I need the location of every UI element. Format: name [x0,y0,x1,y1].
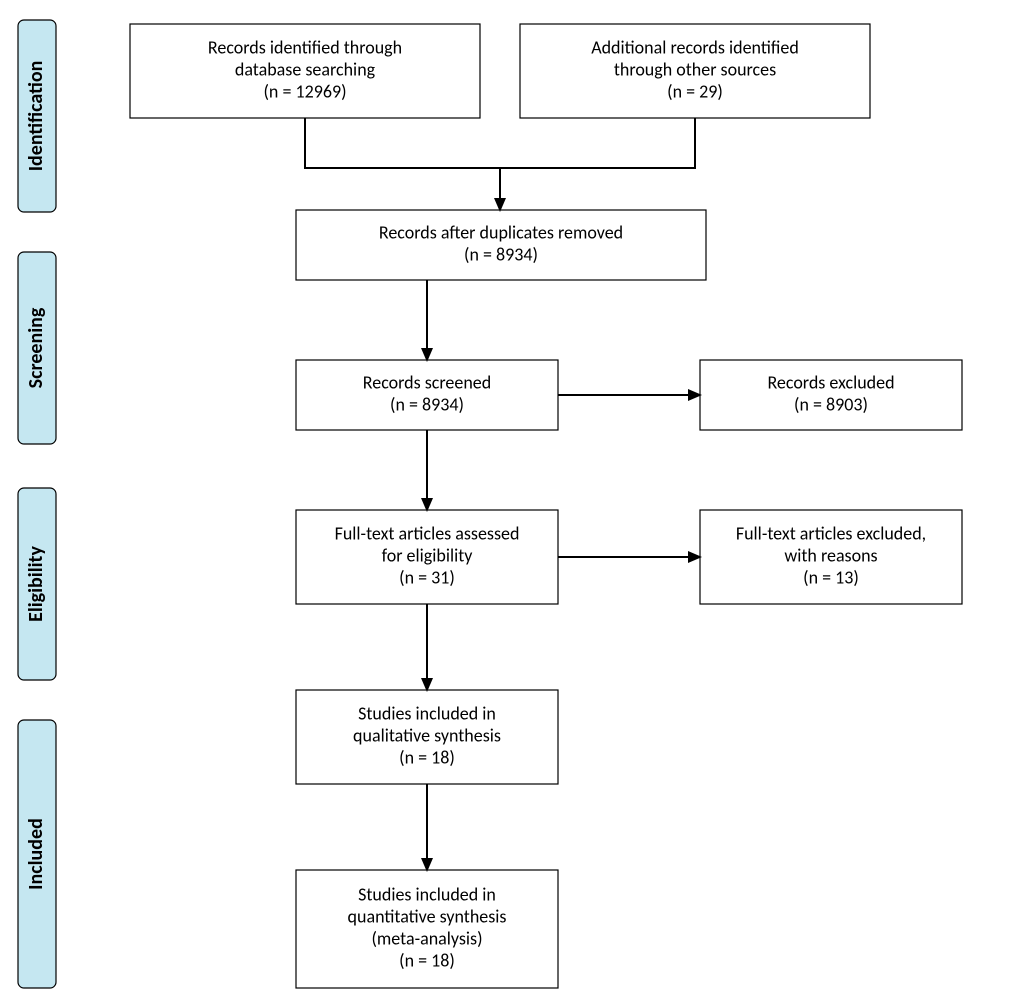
box-fulltext-line2: (n = 31) [399,566,455,588]
box-quant-line3: (n = 18) [399,949,455,971]
stage-included: Included [18,720,56,988]
box-db: Records identified throughdatabase searc… [130,24,480,118]
box-excluded2-line0: Full-text articles excluded, [736,522,926,544]
box-fulltext-line0: Full-text articles assessed [335,522,520,544]
box-screened: Records screened(n = 8934) [296,360,558,430]
box-quant-line0: Studies included in [358,883,496,905]
box-excluded1: Records excluded(n = 8903) [700,360,962,430]
stage-label-screening: Screening [24,307,48,388]
box-screened-line1: (n = 8934) [390,393,464,415]
box-fulltext-line1: for eligibility [382,544,474,566]
box-qual-line0: Studies included in [358,702,496,724]
box-qual: Studies included inqualitative synthesis… [296,690,558,784]
arrow-0 [305,118,430,168]
stage-identification: Identification [18,20,56,212]
box-excluded2-line2: (n = 13) [803,566,859,588]
box-db-line1: database searching [235,58,376,80]
prisma-flowchart: Identification Screening Eligibility Includ… [0,0,1020,1002]
box-quant: Studies included inquantitative synthesi… [296,870,558,988]
stage-eligibility: Eligibility [18,488,56,680]
box-excluded2: Full-text articles excluded,with reasons… [700,510,962,604]
box-other-line0: Additional records identified [591,36,799,58]
box-db-line2: (n = 12969) [263,80,346,102]
box-db-line0: Records identified through [208,36,402,58]
box-qual-line2: (n = 18) [399,746,455,768]
box-excluded2-line1: with reasons [784,544,877,566]
box-other: Additional records identifiedthrough oth… [520,24,870,118]
box-excluded1-line0: Records excluded [767,371,894,393]
stage-label-included: Included [24,818,48,890]
stage-label-eligibility: Eligibility [24,546,48,622]
box-other-line2: (n = 29) [667,80,723,102]
box-screened-line0: Records screened [363,371,491,393]
box-dedup-line0: Records after duplicates removed [379,221,623,243]
stage-screening: Screening [18,252,56,444]
box-quant-line2: (meta-analysis) [371,927,482,949]
box-fulltext: Full-text articles assessedfor eligibili… [296,510,558,604]
box-dedup-line1: (n = 8934) [464,243,538,265]
box-quant-line1: quantitative synthesis [348,905,507,927]
stage-label-identification: Identification [24,61,48,172]
box-other-line1: through other sources [614,58,776,80]
box-dedup: Records after duplicates removed(n = 893… [296,210,706,280]
box-qual-line1: qualitative synthesis [353,724,501,746]
box-excluded1-line1: (n = 8903) [794,393,868,415]
arrow-1 [570,118,695,168]
